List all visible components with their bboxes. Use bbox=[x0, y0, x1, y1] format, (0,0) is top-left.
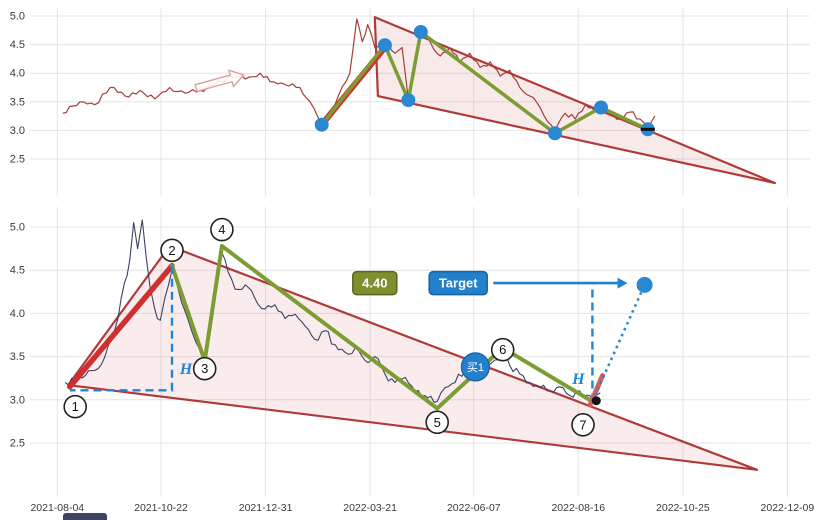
price-line bbox=[64, 219, 601, 403]
pivot-dot[interactable] bbox=[594, 100, 608, 115]
date-tick-label: 2022-12-09 bbox=[761, 502, 815, 514]
wave-number-circle-5[interactable] bbox=[425, 410, 450, 435]
wave-number-text-4: 4 bbox=[218, 222, 225, 237]
y-tick-label: 4.0 bbox=[10, 308, 25, 320]
target-dotted-line[interactable] bbox=[591, 284, 646, 403]
height-h-label: H bbox=[179, 361, 193, 378]
trend-outline-arrow-icon[interactable] bbox=[194, 69, 245, 93]
price-target-value-box[interactable] bbox=[352, 270, 398, 296]
y-tick-label: 3.0 bbox=[10, 394, 25, 406]
price-line bbox=[62, 18, 656, 133]
date-tick-label: 2021-08-04 bbox=[30, 502, 84, 514]
wave-number-text-7: 7 bbox=[579, 417, 586, 432]
lower-daily-panel: 2.5 3.0 3.5 4.0 4.5 5.0 2021-08-04 2021-10-22 20… bbox=[10, 207, 815, 514]
wave-number-text-6: 6 bbox=[499, 342, 506, 357]
wave-number-text-2: 2 bbox=[168, 243, 175, 258]
impulse-trend-line[interactable] bbox=[67, 263, 175, 390]
measure-dashed-line[interactable] bbox=[69, 265, 174, 392]
y-tick-label: 3.0 bbox=[10, 125, 25, 137]
date-tick-label: 2022-08-16 bbox=[551, 502, 605, 514]
wave-number-text-3: 3 bbox=[201, 361, 208, 376]
target-arrow[interactable] bbox=[493, 277, 628, 289]
date-tick-label: 2022-06-07 bbox=[447, 502, 501, 514]
wave-number-circle-4[interactable] bbox=[210, 217, 234, 242]
date-tick-label: 2022-03-21 bbox=[343, 502, 397, 514]
wave-number-circle-2[interactable] bbox=[160, 238, 184, 263]
y-tick-label: 4.0 bbox=[10, 68, 25, 80]
y-tick-label: 3.5 bbox=[10, 351, 25, 363]
wave-number-circle-3[interactable] bbox=[192, 356, 217, 381]
wave-number-circle-6[interactable] bbox=[490, 337, 515, 362]
y-tick-label: 2.5 bbox=[10, 438, 25, 450]
buy1-signal-badge[interactable] bbox=[460, 352, 490, 382]
clipped-toolbar-element[interactable] bbox=[63, 513, 107, 520]
pivot-dot[interactable] bbox=[314, 117, 329, 132]
date-tick-label: 2022-10-25 bbox=[656, 502, 710, 514]
upper-overview-panel: 2.5 3.0 3.5 4.0 4.5 5.0 bbox=[10, 8, 810, 196]
wave7-anchor-dot[interactable] bbox=[591, 396, 601, 406]
pivot-dot[interactable] bbox=[401, 93, 416, 108]
pivot-dot[interactable] bbox=[547, 126, 562, 141]
date-tick-label: 2021-10-22 bbox=[134, 502, 188, 514]
wave-number-circle-1[interactable] bbox=[63, 394, 87, 419]
target-label-box[interactable] bbox=[428, 270, 488, 296]
target-dot[interactable] bbox=[636, 276, 653, 293]
target-label-box-text: Target bbox=[439, 276, 478, 291]
y-tick-label: 2.5 bbox=[10, 154, 25, 166]
grid-lines bbox=[30, 207, 810, 497]
price-target-value-box-text: 4.40 bbox=[362, 276, 387, 291]
wave-number-circle-7[interactable] bbox=[571, 412, 595, 437]
y-tick-label: 4.5 bbox=[10, 39, 25, 51]
wave-number-text-1: 1 bbox=[72, 399, 79, 414]
zigzag-wave-line[interactable] bbox=[170, 244, 595, 411]
buy1-signal-badge-text: 买1 bbox=[467, 361, 484, 374]
wave-number-text-5: 5 bbox=[434, 415, 441, 430]
pivot-dot[interactable] bbox=[413, 25, 428, 39]
height-h-label: H bbox=[571, 371, 585, 388]
y-tick-label: 4.5 bbox=[10, 265, 25, 277]
y-tick-label: 5.0 bbox=[10, 11, 25, 23]
date-tick-label: 2021-12-31 bbox=[239, 502, 293, 514]
y-tick-label: 3.5 bbox=[10, 96, 25, 108]
y-tick-label: 5.0 bbox=[10, 222, 25, 234]
pivot-dot[interactable] bbox=[377, 38, 392, 53]
